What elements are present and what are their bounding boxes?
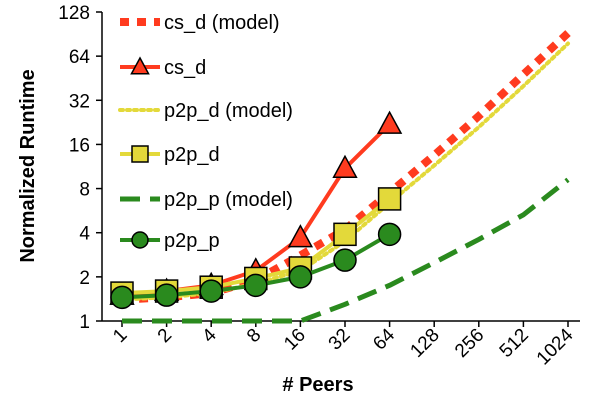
data-point xyxy=(332,154,358,179)
x-tick-label: 8 xyxy=(243,325,265,347)
x-axis-title: # Peers xyxy=(282,374,353,396)
data-point xyxy=(199,279,223,303)
legend-marker xyxy=(131,145,149,163)
series-p2p-p xyxy=(110,222,402,310)
legend-label: p2p_p xyxy=(164,230,220,252)
x-tick-label: 32 xyxy=(325,325,355,355)
x-tick-label: 512 xyxy=(496,325,533,362)
legend-entry: p2p_d (model) xyxy=(118,100,293,122)
data-point xyxy=(288,265,313,289)
x-tick-label: 16 xyxy=(280,325,310,355)
x-tick-label: 4 xyxy=(198,324,221,347)
x-tick-label: 256 xyxy=(451,325,488,362)
x-tick-label: 2 xyxy=(154,325,176,347)
x-tick-label: 64 xyxy=(369,324,399,354)
y-tick-label: 8 xyxy=(79,180,90,201)
legend-marker xyxy=(131,231,149,249)
data-point xyxy=(110,285,134,310)
x-tick-label: 1024 xyxy=(533,324,578,369)
y-tick-label: 64 xyxy=(69,47,91,68)
legend-marker xyxy=(130,56,150,75)
y-tick-label: 4 xyxy=(79,224,90,245)
y-tick-label: 16 xyxy=(69,135,90,156)
legend-entry: p2p_d xyxy=(120,144,220,166)
data-point xyxy=(377,187,402,211)
legend-entry: cs_d xyxy=(120,56,206,79)
legend-label: p2p_d (model) xyxy=(164,100,293,122)
data-point xyxy=(377,222,402,247)
x-tick-label: 1 xyxy=(109,325,131,347)
data-point xyxy=(333,222,357,247)
legend-label: cs_d (model) xyxy=(164,12,280,34)
data-point xyxy=(333,248,357,272)
data-point xyxy=(287,224,314,248)
legend-entry: cs_d (model) xyxy=(120,12,280,34)
legend-entry: p2p_p (model) xyxy=(120,189,293,211)
y-tick-label: 128 xyxy=(58,3,90,24)
x-tick-label: 128 xyxy=(406,325,443,362)
x-tick-labels: 1 2 4 8 16 32 64 128 256 512 1024 xyxy=(109,321,578,369)
legend-entry: p2p_p xyxy=(120,230,220,252)
series-layer xyxy=(109,30,571,324)
y-tick-label: 2 xyxy=(79,268,90,289)
y-tick-label: 1 xyxy=(79,312,90,333)
data-point xyxy=(154,283,179,307)
legend-label: cs_d xyxy=(164,57,206,79)
y-tick-label: 32 xyxy=(69,91,90,112)
y-tick-labels: 1 2 4 8 16 32 64 128 xyxy=(58,3,102,333)
data-point xyxy=(376,110,403,134)
series-p2p-p-model xyxy=(122,177,570,324)
legend-label: p2p_d xyxy=(164,144,220,166)
y-axis-title: Normalized Runtime xyxy=(17,69,39,262)
series-line xyxy=(122,177,570,324)
data-point xyxy=(244,273,268,298)
legend-label: p2p_p (model) xyxy=(164,189,293,211)
axes xyxy=(101,12,580,322)
legend: cs_d (model) cs_d p2p_d (model) p2p_d p2p_p … xyxy=(118,12,293,252)
